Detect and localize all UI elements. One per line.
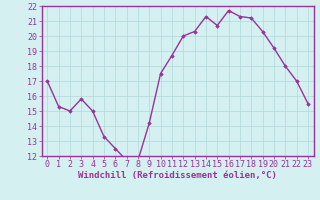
X-axis label: Windchill (Refroidissement éolien,°C): Windchill (Refroidissement éolien,°C) <box>78 171 277 180</box>
